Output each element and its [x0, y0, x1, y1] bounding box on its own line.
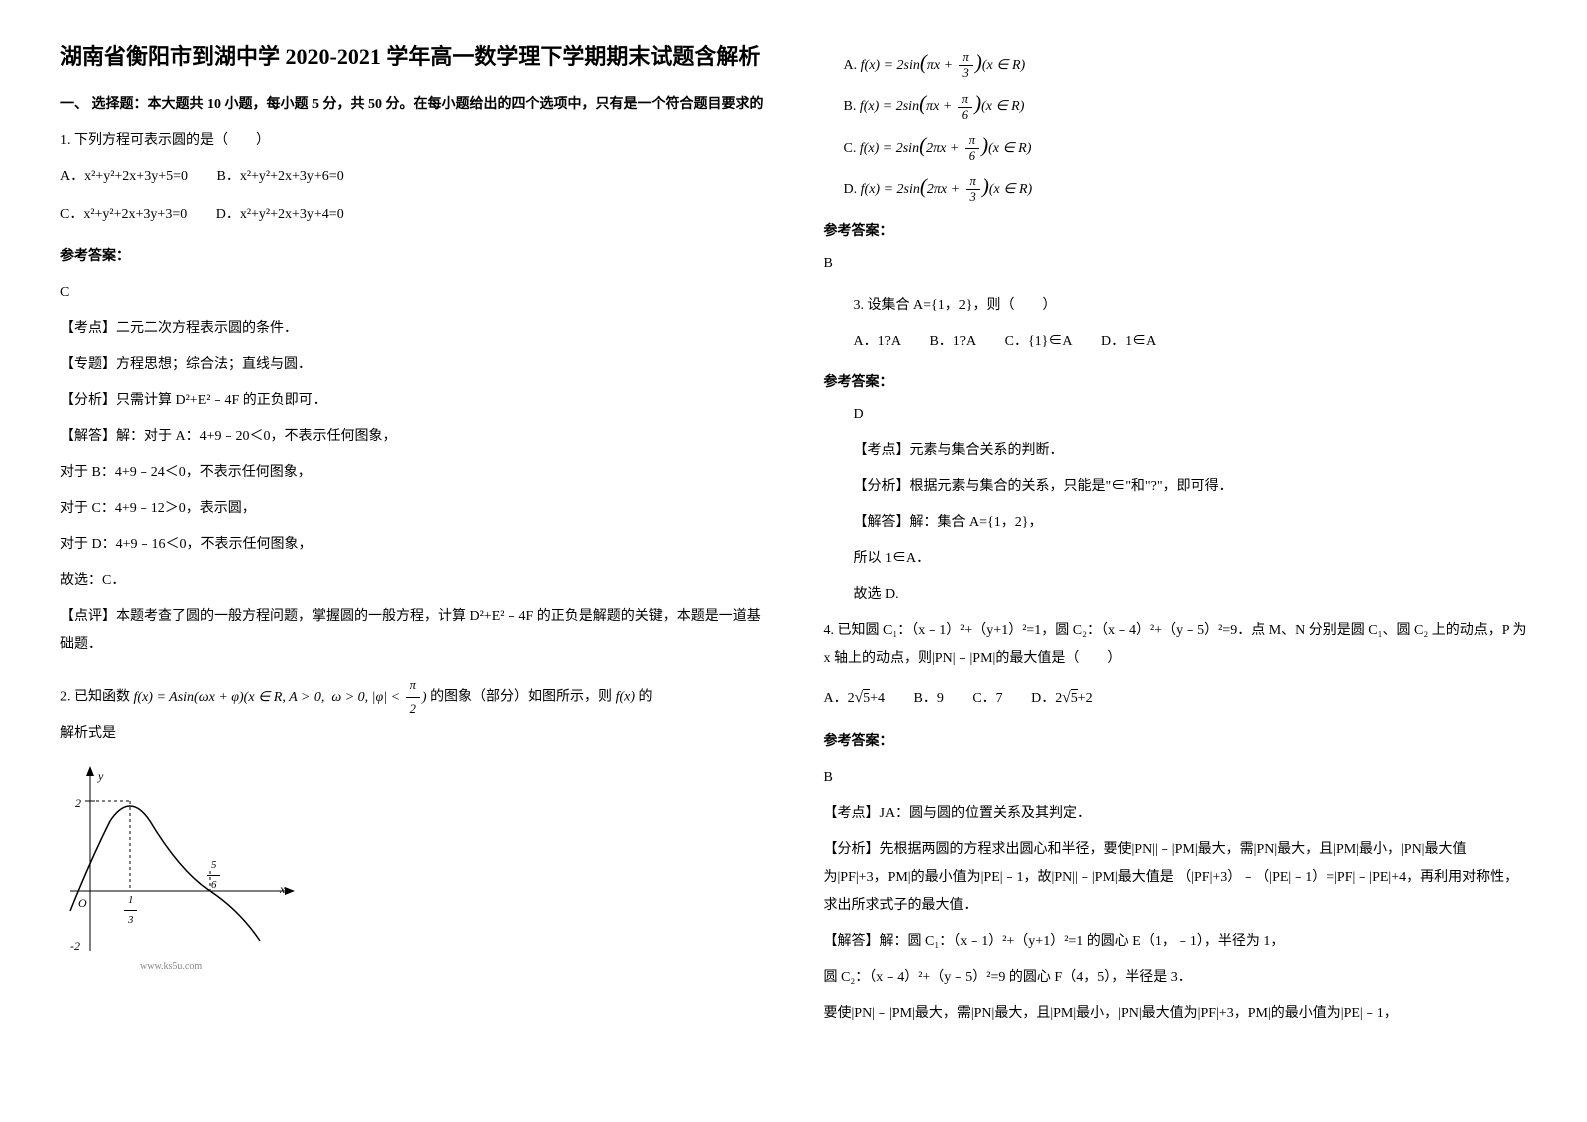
q2-graph: y 2 x O -2 13 56 www.ks5u.com: [60, 761, 310, 981]
document-title: 湖南省衡阳市到湖中学 2020-2021 学年高一数学理下学期期末试题含解析: [60, 40, 764, 73]
q1-exp5: 对于 B：4+9﹣24＜0，不表示任何图象，: [60, 459, 764, 487]
q4-exp5: 要使|PN|﹣|PM|最大，需|PN|最大，且|PM|最小，|PN|最大值为|P…: [824, 1000, 1528, 1028]
sine-graph-svg: [60, 761, 310, 971]
q2-suffix1: 的图象（部分）如图所示，则: [430, 690, 612, 705]
q1-exp3: 【分析】只需计算 D²+E²﹣4F 的正负即可．: [60, 387, 764, 415]
q2-optA-formula: f(x) = 2sin(πx + π3)(x ∈ R): [861, 58, 1026, 73]
q4-exp4: 圆 C₂：（x﹣4）²+（y﹣5）²=9 的圆心 F（4，5），半径是 3．: [824, 964, 1528, 992]
q4-exp3: 【解答】解：圆 C₁：（x﹣1）²+（y+1）²=1 的圆心 E（1，﹣1），半…: [824, 928, 1528, 956]
q4-options: A．2√5+4 B．9 C．7 D．2√5+2: [824, 683, 1528, 714]
q4-optA-suffix: +4: [870, 691, 885, 706]
q2-optD-formula: f(x) = 2sin(2πx + π3)(x ∈ R): [861, 182, 1033, 197]
q1-exp4: 【解答】解：对于 A：4+9﹣20＜0，不表示任何图象，: [60, 423, 764, 451]
question-3: 3. 设集合 A={1，2}，则（ ） A．1?A B．1?A C．{1}∈A …: [824, 293, 1528, 356]
q2-optA: A. f(x) = 2sin(πx + π3)(x ∈ R): [824, 50, 1528, 81]
q2-optB: B. f(x) = 2sin(πx + π6)(x ∈ R): [824, 91, 1528, 122]
section-heading: 一、 选择题：本大题共 10 小题，每小题 5 分，共 50 分。在每小题给出的…: [60, 93, 764, 113]
q3-optA: A．1?A: [854, 328, 901, 356]
q1-optD: D．x²+y²+2x+3y+4=0: [216, 201, 344, 229]
q1-exp6: 对于 C：4+9﹣12＞0，表示圆，: [60, 495, 764, 523]
q3-exp3: 【解答】解：集合 A={1，2}，: [854, 509, 1528, 537]
q3-optC: C．{1}∈A: [1005, 328, 1073, 356]
q4-optD-prefix: D．2: [1031, 691, 1062, 706]
left-column: 湖南省衡阳市到湖中学 2020-2021 学年高一数学理下学期期末试题含解析 一…: [60, 40, 764, 1043]
q2-optC: C. f(x) = 2sin(2πx + π6)(x ∈ R): [824, 133, 1528, 164]
q2-suffix2: 的: [639, 690, 653, 705]
right-column: A. f(x) = 2sin(πx + π3)(x ∈ R) B. f(x) =…: [824, 40, 1528, 1043]
x-tick-1-3: 13: [122, 891, 139, 931]
q4-optA: A．2√5+4: [824, 683, 885, 714]
q3-optB: B．1?A: [929, 328, 976, 356]
page-container: 湖南省衡阳市到湖中学 2020-2021 学年高一数学理下学期期末试题含解析 一…: [60, 40, 1527, 1043]
q1-exp1: 【考点】二元二次方程表示圆的条件．: [60, 315, 764, 343]
q3-optD: D．1∈A: [1101, 328, 1156, 356]
q3-answer-label: 参考答案：: [824, 371, 1528, 391]
q4-optD-sqrt: 5: [1071, 689, 1078, 706]
q4-exp1: 【考点】JA：圆与圆的位置关系及其判定．: [824, 800, 1528, 828]
question-1: 1. 下列方程可表示圆的是（ ） A．x²+y²+2x+3y+5=0 B．x²+…: [60, 128, 764, 659]
q4-answer: B: [824, 764, 1528, 792]
y-tick-neg2: -2: [70, 936, 80, 958]
q2-line1: 2. 已知函数 f(x) = Asin(ωx + φ)(x ∈ R, A > 0…: [60, 674, 764, 720]
q3-exp5: 故选 D.: [854, 581, 1528, 609]
q2-optB-label: B.: [844, 99, 857, 114]
q2-optB-formula: f(x) = 2sin(πx + π6)(x ∈ R): [860, 99, 1025, 114]
q4-answer-label: 参考答案：: [824, 729, 1528, 754]
q2-optC-label: C.: [844, 141, 857, 156]
q3-exp4: 所以 1∈A．: [854, 545, 1528, 573]
q4-exp2: 【分析】先根据两圆的方程求出圆心和半径，要使|PN||﹣|PM|最大，需|PN|…: [824, 836, 1528, 920]
q1-optC: C．x²+y²+2x+3y+3=0: [60, 201, 187, 229]
question-4: 4. 已知圆 C₁：（x﹣1）²+（y+1）²=1，圆 C₂：（x﹣4）²+（y…: [824, 617, 1528, 1028]
q1-exp7: 对于 D：4+9﹣16＜0，不表示任何图象，: [60, 531, 764, 559]
q3-exp2: 【分析】根据元素与集合的关系，只能是"∈"和"?"，即可得．: [854, 473, 1528, 501]
x-tick-5-6: 56: [205, 856, 222, 896]
q2-fx: f(x): [616, 690, 635, 705]
y-tick-2: 2: [75, 793, 81, 815]
q3-answer-block: D 【考点】元素与集合关系的判断． 【分析】根据元素与集合的关系，只能是"∈"和…: [824, 401, 1528, 609]
q4-optB: B．9: [913, 685, 943, 713]
q1-options2: C．x²+y²+2x+3y+3=0 D．x²+y²+2x+3y+4=0: [60, 201, 764, 229]
question-2: 2. 已知函数 f(x) = Asin(ωx + φ)(x ∈ R, A > 0…: [60, 674, 764, 981]
q4-text: 4. 已知圆 C₁：（x﹣1）²+（y+1）²=1，圆 C₂：（x﹣4）²+（y…: [824, 617, 1528, 673]
q2-optD-label: D.: [844, 182, 858, 197]
y-axis-label: y: [98, 766, 103, 788]
graph-watermark: www.ks5u.com: [140, 958, 202, 976]
q3-options: A．1?A B．1?A C．{1}∈A D．1∈A: [854, 328, 1528, 356]
q2-answer: B: [824, 250, 1528, 278]
q1-exp2: 【专题】方程思想；综合法；直线与圆．: [60, 351, 764, 379]
q2-prefix: 2. 已知函数: [60, 690, 130, 705]
q2-answer-label: 参考答案：: [824, 220, 1528, 240]
q2-optC-formula: f(x) = 2sin(2πx + π6)(x ∈ R): [860, 141, 1032, 156]
q1-optB: B．x²+y²+2x+3y+6=0: [216, 163, 343, 191]
q3-answer: D: [854, 401, 1528, 429]
x-axis-label: x: [280, 879, 285, 901]
q2-optA-label: A.: [844, 58, 858, 73]
q1-text: 1. 下列方程可表示圆的是（ ）: [60, 128, 764, 153]
q1-exp9: 【点评】本题考查了圆的一般方程问题，掌握圆的一般方程，计算 D²+E²﹣4F 的…: [60, 603, 764, 659]
origin-label: O: [78, 893, 87, 915]
q4-optD: D．2√5+2: [1031, 683, 1092, 714]
q1-options: A．x²+y²+2x+3y+5=0 B．x²+y²+2x+3y+6=0: [60, 163, 764, 191]
q2-line2: 解析式是: [60, 721, 764, 746]
q3-text: 3. 设集合 A={1，2}，则（ ）: [854, 293, 1528, 318]
q4-optC: C．7: [972, 685, 1002, 713]
q2-formula: f(x) = Asin(ωx + φ)(x ∈ R, A > 0, ω > 0,…: [134, 690, 431, 705]
q2-optD: D. f(x) = 2sin(2πx + π3)(x ∈ R): [824, 174, 1528, 205]
q1-exp8: 故选：C．: [60, 567, 764, 595]
q4-optA-prefix: A．2: [824, 691, 855, 706]
q1-answer-label: 参考答案：: [60, 244, 764, 269]
q4-optD-suffix: +2: [1078, 691, 1093, 706]
q3-exp1: 【考点】元素与集合关系的判断．: [854, 437, 1528, 465]
q1-answer: C: [60, 279, 764, 307]
q1-optA: A．x²+y²+2x+3y+5=0: [60, 163, 188, 191]
